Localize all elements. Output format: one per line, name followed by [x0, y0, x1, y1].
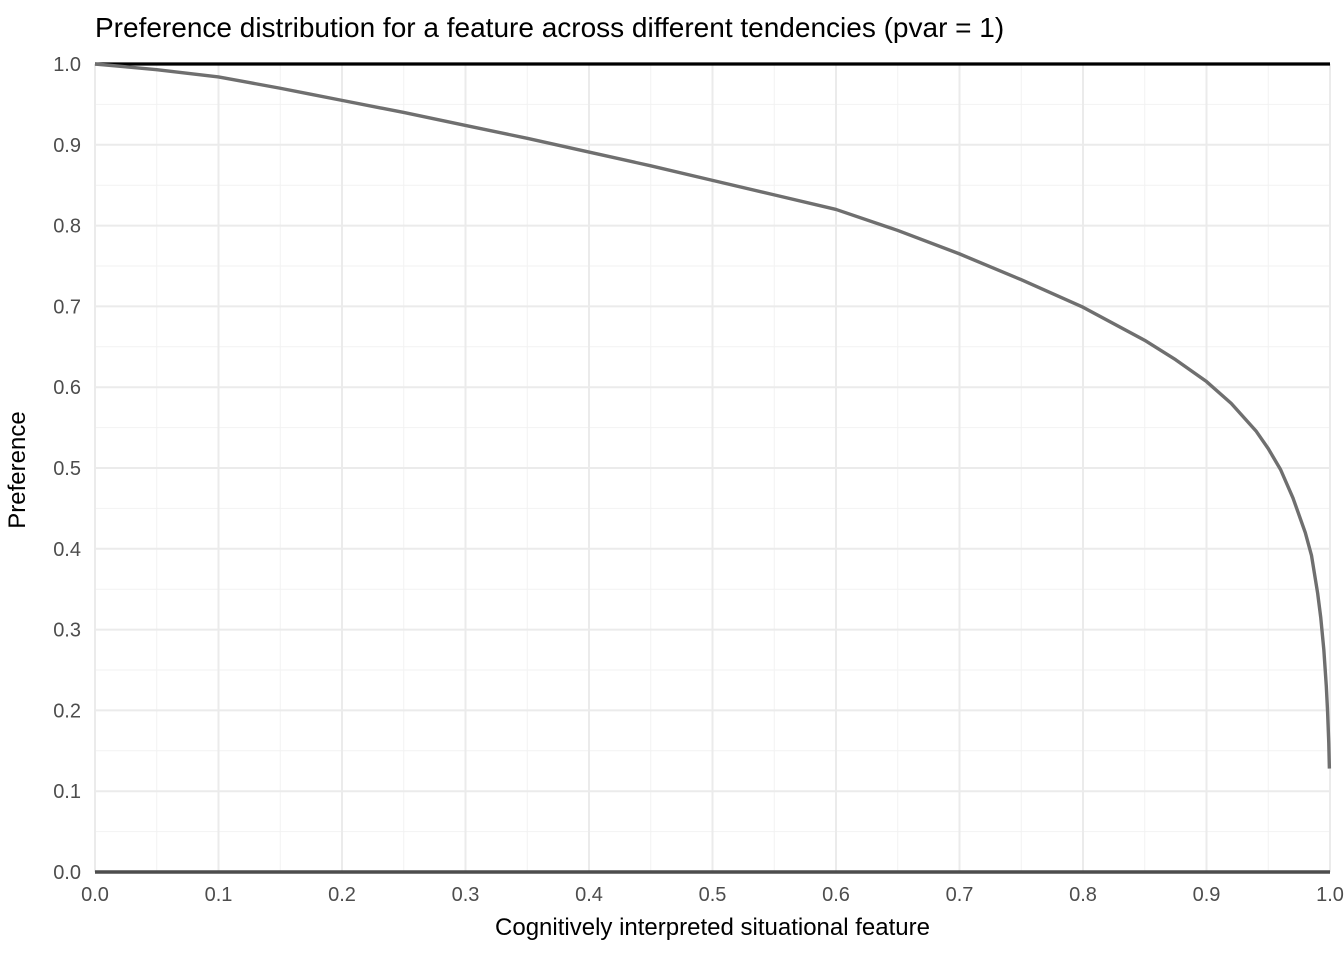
x-tick-label: 0.8 [1069, 884, 1097, 906]
y-tick-label: 0.9 [53, 135, 81, 157]
x-tick-label: 0.5 [699, 884, 727, 906]
y-tick-label: 0.8 [53, 216, 81, 238]
y-tick-label: 0.6 [53, 377, 81, 399]
x-tick-label: 0.2 [328, 884, 356, 906]
x-tick-label: 0.6 [822, 884, 850, 906]
y-tick-label: 0.4 [53, 539, 81, 561]
y-tick-label: 1.0 [53, 54, 81, 76]
y-tick-label: 0.3 [53, 620, 81, 642]
y-tick-label: 0.5 [53, 458, 81, 480]
y-tick-label: 0.1 [53, 781, 81, 803]
y-tick-label: 0.7 [53, 296, 81, 318]
x-tick-label: 1.0 [1316, 884, 1344, 906]
x-tick-label: 0.4 [575, 884, 603, 906]
series-line-tendency-mid-decreasing-curve [94, 62, 1332, 769]
x-tick-label: 0.1 [205, 884, 233, 906]
y-tick-label: 0.2 [53, 700, 81, 722]
chart-title: Preference distribution for a feature ac… [95, 12, 1005, 43]
x-axis-title: Cognitively interpreted situational feat… [495, 914, 930, 941]
x-tick-label: 0.7 [946, 884, 974, 906]
x-tick-label: 0.0 [81, 884, 109, 906]
y-axis-title: Preference [4, 411, 31, 529]
x-tick-label: 0.9 [1193, 884, 1221, 906]
y-tick-label: 0.0 [53, 862, 81, 884]
x-tick-label: 0.3 [452, 884, 480, 906]
